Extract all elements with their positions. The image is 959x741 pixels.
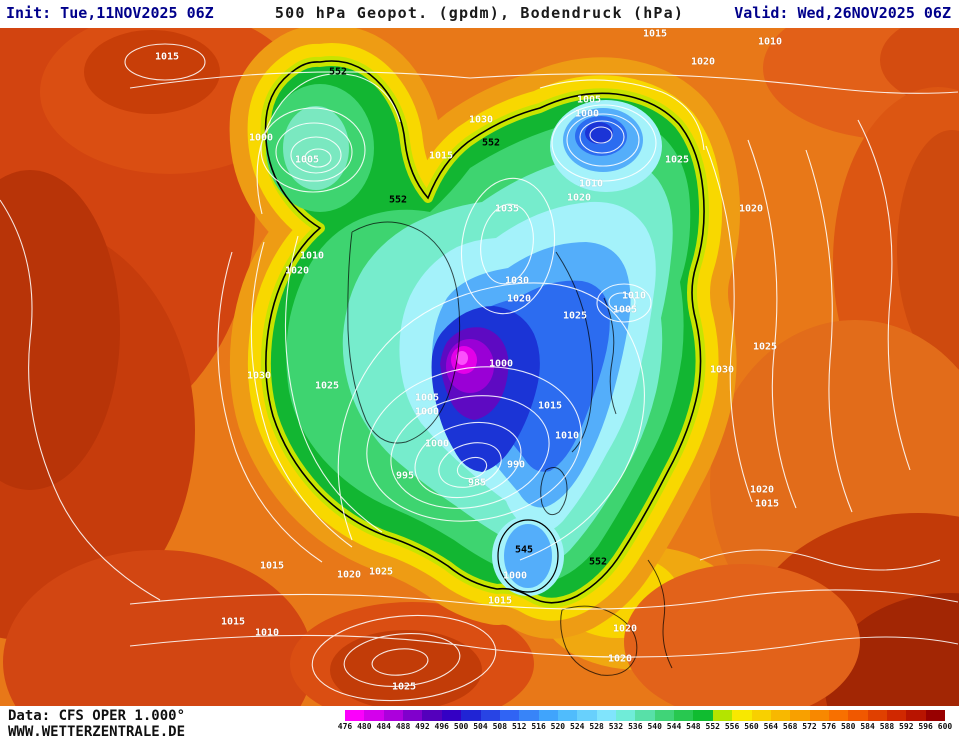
colorbar-cell <box>828 710 849 721</box>
colorbar-cell <box>480 710 500 721</box>
colorbar-tick: 528 <box>589 722 604 731</box>
colorbar-tick: 548 <box>686 722 701 731</box>
colorbar-cell <box>499 710 520 721</box>
colorbar-cell <box>441 710 462 721</box>
colorbar-cell <box>422 710 442 721</box>
colorbar-cell <box>596 710 617 721</box>
colorbar-cell <box>867 710 888 721</box>
colorbar-tick: 512 <box>511 722 527 731</box>
colorbar-cell <box>887 710 907 721</box>
colorbar-cell <box>577 710 597 721</box>
colorbar-tick: 600 <box>937 722 953 731</box>
colorbar-tick: 492 <box>415 722 430 731</box>
colorbar-legend: 476 480 484 488 492 496 500 504 508 512 516 520 524 5… <box>338 710 952 733</box>
valid-timestamp: Valid: Wed,26NOV2025 06Z <box>734 4 951 22</box>
colorbar-tick: 544 <box>666 722 682 731</box>
colorbar-tick: 520 <box>550 722 566 731</box>
colorbar-cell <box>557 710 578 721</box>
map-canvas <box>0 28 959 706</box>
colorbar-cell <box>364 710 384 721</box>
colorbar-tick: 584 <box>860 722 875 731</box>
colorbar-tick: 552 <box>705 722 720 731</box>
map-title: 500 hPa Geopot. (gpdm), Bodendruck (hPa) <box>274 4 685 22</box>
colorbar-tick: 532 <box>608 722 624 731</box>
colorbar-cells <box>345 710 946 721</box>
colorbar-tick: 596 <box>918 722 933 731</box>
colorbar-tick: 588 <box>879 722 895 731</box>
init-timestamp: Init: Tue,11NOV2025 06Z <box>6 4 214 22</box>
website-label: WWW.WETTERZENTRALE.DE <box>8 724 186 740</box>
colorbar-tick: 540 <box>647 722 662 731</box>
colorbar-cell <box>383 710 404 721</box>
colorbar-tick: 576 <box>821 722 837 731</box>
colorbar-cell <box>906 710 926 721</box>
colorbar-cell <box>519 710 539 721</box>
colorbar-cell <box>616 710 636 721</box>
colorbar-cell <box>770 710 791 721</box>
header-bar: Init: Tue,11NOV2025 06Z 500 hPa Geopot. … <box>0 0 959 28</box>
colorbar-tick: 500 <box>453 722 469 731</box>
map-area <box>0 28 959 706</box>
footer-bar: Data: CFS OPER 1.000° WWW.WETTERZENTRALE… <box>0 706 959 741</box>
colorbar-cell <box>674 710 694 721</box>
isobar-contours <box>0 43 959 702</box>
colorbar-tick: 496 <box>434 722 449 731</box>
colorbar-cell <box>925 710 946 721</box>
colorbar-cell <box>693 710 713 721</box>
colorbar-tick-row: 476 480 484 488 492 496 500 504 508 512 516 520 524 5… <box>338 722 952 733</box>
colorbar-cell <box>635 710 655 721</box>
colorbar-cell <box>403 710 423 721</box>
colorbar-tick: 516 <box>531 722 546 731</box>
colorbar-tick: 508 <box>492 722 508 731</box>
colorbar-cell <box>712 710 733 721</box>
colorbar-tick: 488 <box>395 722 411 731</box>
colorbar-tick: 480 <box>357 722 372 731</box>
colorbar-tick: 580 <box>840 722 856 731</box>
colorbar-cell <box>538 710 558 721</box>
colorbar-cell <box>732 710 752 721</box>
colorbar-tick: 504 <box>473 722 488 731</box>
colorbar-cell <box>461 710 481 721</box>
colorbar-tick: 572 <box>802 722 817 731</box>
colorbar-tick: 536 <box>628 722 643 731</box>
data-source-label: Data: CFS OPER 1.000° <box>8 708 186 724</box>
colorbar-tick: 476 <box>337 722 353 731</box>
colorbar-tick: 592 <box>899 722 914 731</box>
colorbar-cell <box>751 710 771 721</box>
colorbar-tick: 484 <box>376 722 391 731</box>
geopotential-trough <box>266 61 704 603</box>
coastlines <box>347 221 673 676</box>
colorbar-tick: 560 <box>744 722 759 731</box>
colorbar-tick: 568 <box>782 722 798 731</box>
colorbar-tick: 564 <box>763 722 779 731</box>
colorbar-tick: 524 <box>570 722 585 731</box>
colorbar-cell <box>345 710 365 721</box>
colorbar-cell <box>848 710 868 721</box>
colorbar-cell <box>809 710 829 721</box>
colorbar-tick: 556 <box>724 722 740 731</box>
colorbar-cell <box>790 710 810 721</box>
colorbar-cell <box>654 710 675 721</box>
